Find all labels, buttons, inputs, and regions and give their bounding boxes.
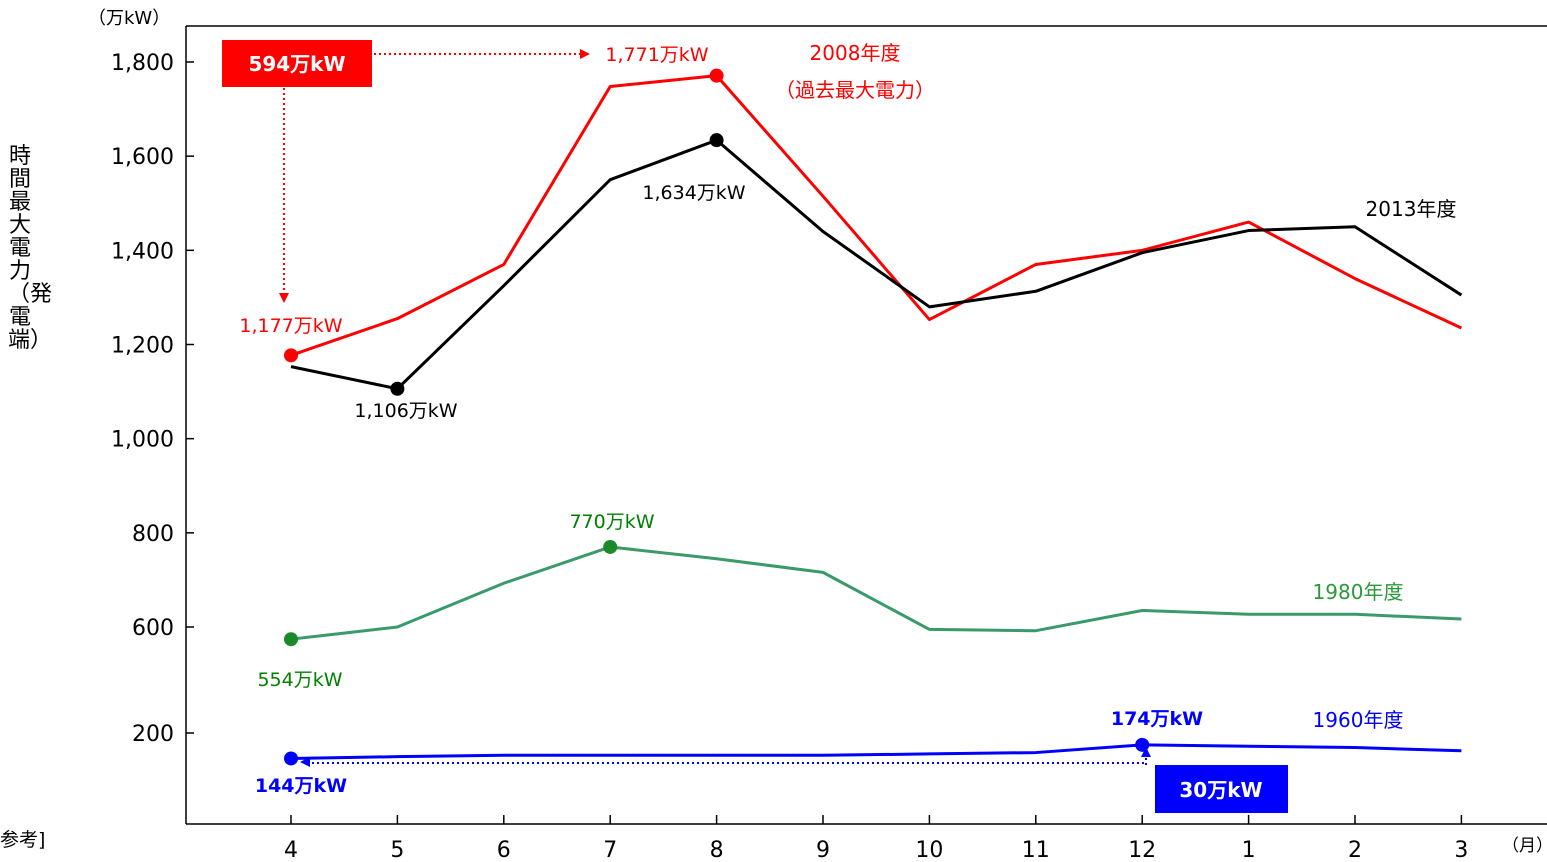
value-annotation: 1,634万kW	[642, 182, 745, 204]
series-label-1980: 1980年度	[1313, 580, 1404, 604]
data-point-marker	[284, 751, 298, 766]
y-axis-label: 時間最大電力（発電端）	[8, 144, 53, 353]
y-tick-label: 1,600	[111, 145, 174, 170]
series-label-1960: 1960年度	[1313, 708, 1404, 732]
data-point-marker	[284, 632, 298, 647]
value-annotation: 174万kW	[1111, 708, 1203, 730]
difference-box-1960-text: 30万kW	[1179, 778, 1262, 802]
y-tick-label: 1,400	[111, 239, 174, 264]
value-annotation: 1,771万kW	[605, 44, 708, 66]
y-tick-label: 1,200	[111, 334, 174, 359]
footnote-label: 参考]	[0, 829, 45, 851]
y-tick-label: 1,800	[111, 51, 174, 76]
x-tick-label: 12	[1128, 838, 1156, 862]
x-tick-label: 9	[816, 838, 830, 862]
data-point-marker	[709, 133, 724, 148]
y-tick-label: 600	[132, 616, 174, 641]
value-annotation: 144万kW	[255, 775, 347, 797]
series-line	[290, 743, 1462, 760]
series-label-2008: 2008年度	[810, 41, 901, 65]
data-point-marker	[284, 348, 298, 363]
y-tick-label: 200	[132, 722, 174, 747]
x-tick-label: 6	[497, 838, 511, 862]
series-label-2008-sub: （過去最大電力）	[775, 78, 935, 102]
x-tick-label: 11	[1022, 838, 1050, 862]
x-tick-label: 5	[390, 838, 404, 862]
x-tick-label: 2	[1348, 838, 1362, 862]
series-line	[290, 74, 1463, 357]
arrow-head-blue-up	[1141, 747, 1151, 757]
series-line	[290, 138, 1463, 391]
chart-axes: 200 600 800 1,000 1,200 1,400 1,600 1,800 （万kW） 4…	[88, 8, 1547, 862]
arrow-head-red-down	[279, 293, 289, 303]
chart-series	[284, 68, 1463, 766]
y-tick-label: 1,000	[111, 428, 174, 453]
arrow-head-red-right	[580, 49, 590, 59]
value-annotation: 1,106万kW	[354, 400, 457, 422]
chart-annotations: 2008年度 （過去最大電力） 2013年度 1980年度 1960年度 1,771万kW…	[0, 40, 1456, 851]
x-tick-label: 10	[915, 838, 943, 862]
arrow-head-blue-left	[300, 757, 310, 767]
x-tick-label: 4	[284, 838, 298, 862]
difference-box-2008	[222, 40, 372, 87]
series-label-2013: 2013年度	[1366, 197, 1457, 221]
data-point-marker	[390, 381, 405, 396]
value-annotation: 554万kW	[257, 669, 342, 691]
difference-box-1960	[1155, 765, 1288, 813]
x-tick-label: 3	[1454, 838, 1468, 862]
data-point-marker	[709, 68, 724, 83]
x-tick-label: 1	[1242, 838, 1256, 862]
x-tick-label: 8	[710, 838, 724, 862]
x-unit-label: （月）	[1502, 836, 1547, 856]
value-annotation: 770万kW	[569, 511, 654, 533]
y-tick-label: 800	[132, 522, 174, 547]
data-point-marker	[603, 539, 618, 554]
difference-box-2008-text: 594万kW	[248, 52, 345, 76]
value-annotation: 1,177万kW	[239, 315, 342, 337]
x-tick-label: 7	[603, 838, 617, 862]
series-line	[290, 545, 1462, 641]
y-unit-label: （万kW）	[88, 8, 170, 29]
